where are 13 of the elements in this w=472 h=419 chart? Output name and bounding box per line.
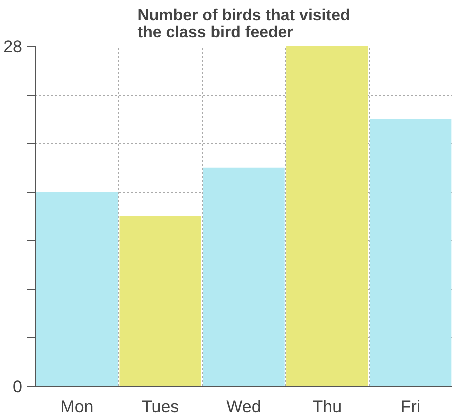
bar xyxy=(286,46,368,386)
y-tick-label: 0 xyxy=(13,378,23,396)
bar xyxy=(36,192,118,386)
bar xyxy=(370,119,452,386)
bar xyxy=(203,168,285,386)
x-tick-label: Tues xyxy=(142,398,180,416)
chart-title: Number of birds that visited the class bird feeder xyxy=(138,8,350,42)
x-tick-label: Thu xyxy=(312,398,342,416)
x-tick-label: Fri xyxy=(400,398,421,416)
x-tick-label: Mon xyxy=(60,398,94,416)
x-tick-label: Wed xyxy=(226,398,262,416)
y-tick-label: 28 xyxy=(4,38,23,56)
bar xyxy=(120,216,202,386)
